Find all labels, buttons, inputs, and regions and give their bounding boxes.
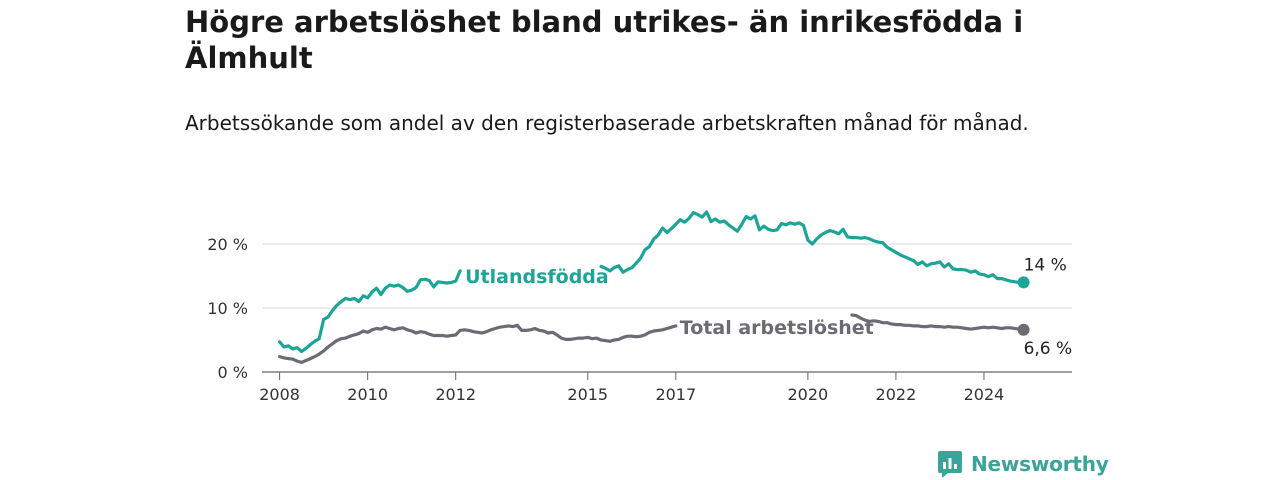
y-tick-label: 10 %	[207, 299, 248, 318]
axis-layer: 0 % 10 % 20 % 2008 2010 2012 2015 2017 2020 2022 2…	[207, 235, 1004, 404]
x-tick-label: 2020	[788, 385, 829, 404]
series-line-1	[278, 323, 678, 364]
x-tick-label: 2017	[655, 385, 696, 404]
series-end-marker-1	[1017, 323, 1030, 336]
brand-name: Newsworthy	[971, 452, 1109, 476]
x-tick-label: 2010	[347, 385, 388, 404]
series-end-value-label: 14 %	[1024, 255, 1067, 275]
newsworthy-logo-icon	[938, 451, 962, 478]
chart-title: Högre arbetslöshet bland utrikes- än inr…	[185, 5, 1024, 75]
x-tick-label: 2022	[876, 385, 917, 404]
x-tick-label: 2012	[435, 385, 476, 404]
series-layer	[278, 210, 1030, 364]
series-name-label: Utlandsfödda	[465, 266, 609, 288]
series-end-marker-0	[1017, 276, 1030, 289]
series-end-value-label: 6,6 %	[1024, 339, 1073, 359]
x-tick-label: 2015	[567, 385, 608, 404]
series-line-1	[850, 313, 1026, 332]
chart-subtitle: Arbetssökande som andel av den registerb…	[185, 111, 1029, 135]
y-tick-label: 20 %	[207, 235, 248, 254]
series-line-0	[599, 210, 1026, 284]
series-name-label: Total arbetslöshet	[680, 317, 874, 339]
series-line-0	[278, 269, 462, 354]
x-tick-label: 2008	[259, 385, 300, 404]
y-tick-label: 0 %	[218, 363, 248, 382]
x-tick-label: 2024	[964, 385, 1005, 404]
grid-layer	[262, 243, 1072, 373]
newsworthy-logo: Newsworthy	[937, 449, 1109, 479]
label-layer: Utlandsfödda Total arbetslöshet 14 % 6,6 %	[465, 255, 1072, 358]
